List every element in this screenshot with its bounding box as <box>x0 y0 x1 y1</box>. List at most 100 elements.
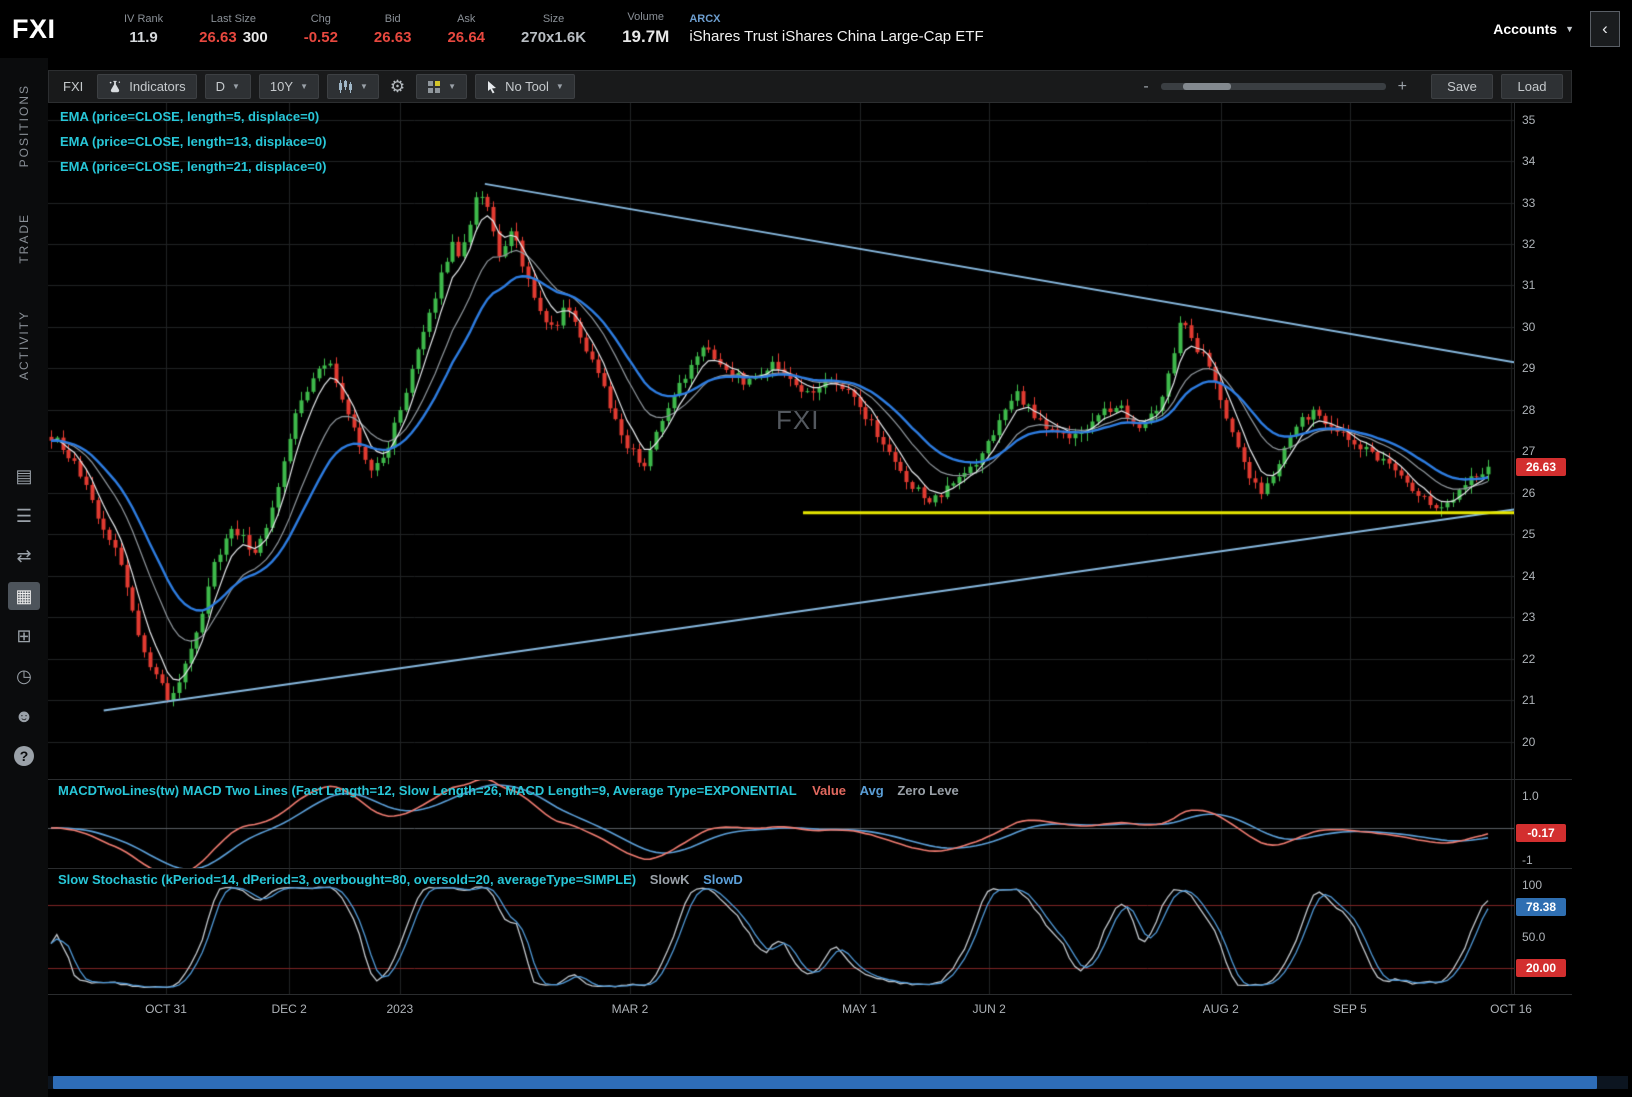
time-axis-label: JUN 2 <box>972 1002 1006 1016</box>
stochastic-chart-canvas[interactable] <box>48 869 1514 994</box>
help-icon[interactable]: ? <box>8 742 40 770</box>
time-axis-label: MAR 2 <box>611 1002 649 1016</box>
active-tool-dropdown[interactable]: No Tool ▼ <box>475 74 575 99</box>
charts-icon[interactable]: ▦ <box>8 582 40 611</box>
sidebar-icons: ▤ ☰ ⇄ ▦ ⊞ ◷ ☻? <box>8 462 40 770</box>
exchange-label: ARCX <box>689 13 721 25</box>
stat-label: Size <box>542 12 565 25</box>
price-axis-label: 27 <box>1522 444 1536 459</box>
ema-study-label-13[interactable]: EMA (price=CLOSE, length=13, displace=0) <box>60 134 327 149</box>
stat-label: Ask <box>457 12 476 25</box>
time-axis-label: SEP 5 <box>1332 1002 1367 1016</box>
macd-chart-canvas[interactable] <box>48 780 1514 868</box>
stat-value: 26.63 <box>199 28 237 46</box>
range-value: 10Y <box>269 79 294 94</box>
chevron-down-icon: ▼ <box>232 82 240 91</box>
header-stat-last-size: Last Size 26.63 300 <box>199 13 268 46</box>
collapse-panel-button[interactable]: ‹ <box>1590 11 1620 47</box>
ema-study-label-21[interactable]: EMA (price=CLOSE, length=21, displace=0) <box>60 159 327 174</box>
slowk-legend[interactable]: SlowK <box>649 872 690 887</box>
price-axis-label: 25 <box>1522 527 1536 542</box>
macd-axis[interactable]: 1.0 -1 -0.17 <box>1514 780 1572 868</box>
header-stat-chg: Chg -0.52 <box>304 13 338 46</box>
chart-settings-gear-button[interactable]: ⚙ <box>387 77 408 97</box>
price-axis-label: 24 <box>1522 568 1536 583</box>
left-sidebar: POSITIONS TRADE ACTIVITY ▤ ☰ ⇄ ▦ ⊞ ◷ ☻? <box>0 58 48 1097</box>
stochastic-label-text[interactable]: Slow Stochastic (kPeriod=14, dPeriod=3, … <box>58 872 637 887</box>
slowd-legend[interactable]: SlowD <box>703 872 743 887</box>
price-axis-label: 22 <box>1522 651 1536 666</box>
chart-scrollbar-thumb[interactable] <box>53 1076 1597 1089</box>
range-dropdown[interactable]: 10Y ▼ <box>258 74 319 99</box>
grid-icon[interactable]: ⊞ <box>16 625 32 646</box>
stochastic-axis[interactable]: 100 50.0 78.38 20.00 <box>1514 869 1572 994</box>
chart-panel: FXI Indicators D ▼ 10Y ▼ <box>48 70 1572 1020</box>
chevron-down-icon: ▼ <box>448 82 457 91</box>
price-axis-label: 28 <box>1522 402 1536 417</box>
header: FXI IV Rank 11.9 Last Size 26.63 300 Chg -0.52… <box>0 0 1632 58</box>
price-plot[interactable]: EMA (price=CLOSE, length=5, displace=0) E… <box>48 103 1514 779</box>
accounts-dropdown[interactable]: Accounts ▼ <box>1493 21 1574 37</box>
macd-value-legend[interactable]: Value <box>812 783 847 798</box>
header-stat-volume: Volume 19.7M <box>622 11 669 47</box>
stochastic-plot[interactable]: Slow Stochastic (kPeriod=14, dPeriod=3, … <box>48 869 1514 994</box>
quotes-icon[interactable]: ▤ <box>15 465 33 486</box>
sidebar-tab-positions[interactable]: POSITIONS <box>17 84 31 168</box>
price-axis-label: 21 <box>1522 693 1536 708</box>
gear-icon: ⚙ <box>389 76 406 96</box>
macd-study-label: MACDTwoLines(tw) MACD Two Lines (Fast Le… <box>58 783 959 798</box>
ema-study-label-5[interactable]: EMA (price=CLOSE, length=5, displace=0) <box>60 109 320 124</box>
indicators-label: Indicators <box>129 79 186 94</box>
macd-pane: MACDTwoLines(tw) MACD Two Lines (Fast Le… <box>48 779 1572 868</box>
community-icon[interactable]: ☻ <box>14 705 34 726</box>
price-axis-label: 32 <box>1522 237 1536 251</box>
price-axis[interactable]: 35 34 33 32 31 30 29 28 27 26 25 24 23 22 21 20 26.63 <box>1514 103 1572 779</box>
sidebar-tab-activity[interactable]: ACTIVITY <box>17 310 31 381</box>
last-price-bubble: 26.63 <box>1516 457 1566 476</box>
price-axis-label: 30 <box>1522 319 1536 334</box>
time-axis[interactable]: OCT 31 DEC 2 2023 MAR 2 MAY 1 JUN 2 AUG 2 SEP 5… <box>48 994 1572 1020</box>
save-button[interactable]: Save <box>1431 74 1493 99</box>
active-tool-label: No Tool <box>505 79 549 94</box>
chart-scrollbar[interactable] <box>48 1076 1628 1089</box>
time-axis-label: OCT 16 <box>1490 1002 1532 1016</box>
zoom-slider-thumb[interactable] <box>1182 83 1231 90</box>
price-axis-label: 35 <box>1522 112 1536 127</box>
macd-label-text[interactable]: MACDTwoLines(tw) MACD Two Lines (Fast Le… <box>58 783 797 798</box>
stat-extra-value: 300 <box>242 28 268 46</box>
chevron-down-icon: ▼ <box>1565 24 1574 34</box>
stochastic-pane: Slow Stochastic (kPeriod=14, dPeriod=3, … <box>48 868 1572 994</box>
chart-type-dropdown[interactable]: ▼ <box>326 74 379 99</box>
stat-label: Chg <box>310 12 331 25</box>
timeframe-dropdown[interactable]: D ▼ <box>204 74 251 99</box>
macd-avg-legend[interactable]: Avg <box>859 783 884 798</box>
zoom-in-button[interactable]: + <box>1397 77 1407 95</box>
price-axis-label: 26 <box>1522 485 1536 500</box>
macd-plot[interactable]: MACDTwoLines(tw) MACD Two Lines (Fast Le… <box>48 780 1514 868</box>
instrument-description: iShares Trust iShares China Large-Cap ET… <box>689 28 984 45</box>
sidebar-tab-trade[interactable]: TRADE <box>17 213 31 265</box>
stat-value: 26.63 <box>373 28 412 46</box>
history-icon[interactable]: ◷ <box>16 665 32 686</box>
chevron-left-icon: ‹ <box>1602 19 1608 38</box>
indicators-button[interactable]: Indicators <box>97 74 197 99</box>
cursor-pointer-icon <box>488 80 497 93</box>
watchlist-icon[interactable]: ☰ <box>15 505 33 526</box>
price-chart-canvas[interactable] <box>48 103 1514 779</box>
load-button[interactable]: Load <box>1501 74 1563 99</box>
price-axis-label: 33 <box>1522 195 1536 210</box>
zoom-out-button[interactable]: - <box>1143 77 1149 95</box>
sidebar-tabs: POSITIONS TRADE ACTIVITY <box>17 84 31 426</box>
trade-panel-icon[interactable]: ⇄ <box>16 545 32 566</box>
flask-icon <box>109 80 121 92</box>
time-axis-label: MAY 1 <box>842 1002 878 1016</box>
macd-axis-label: -1 <box>1522 853 1533 867</box>
chevron-down-icon: ▼ <box>300 82 308 91</box>
zoom-slider[interactable] <box>1160 83 1386 90</box>
macd-zero-legend[interactable]: Zero Leve <box>897 783 959 798</box>
stat-value: 19.7M <box>622 27 670 46</box>
stoch-axis-label: 100 <box>1522 877 1543 892</box>
drawing-set-dropdown[interactable]: ▼ <box>416 74 468 99</box>
header-stat-bid: Bid 26.63 <box>374 13 412 46</box>
header-stat-size: Size 270x1.6K <box>521 13 586 46</box>
